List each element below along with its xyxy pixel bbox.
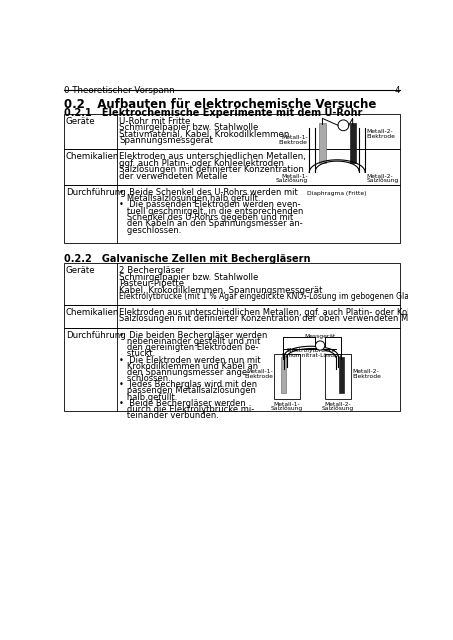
Circle shape [338, 120, 349, 131]
Text: 0.2   Aufbauten für elektrochemische Versuche: 0.2 Aufbauten für elektrochemische Versu… [64, 99, 377, 111]
Text: durch die Elektrolytbrücke mi-: durch die Elektrolytbrücke mi- [120, 405, 255, 414]
Text: Elektrode: Elektrode [244, 374, 273, 379]
Text: Salzlösung: Salzlösung [322, 406, 354, 412]
Text: 0 Theoretischer Vorspann: 0 Theoretischer Vorspann [64, 86, 175, 95]
Text: Chemikalien: Chemikalien [66, 308, 119, 317]
Text: U-Rohr mit Fritte: U-Rohr mit Fritte [120, 117, 191, 126]
Text: Kaliumnitrat-Lösung: Kaliumnitrat-Lösung [281, 353, 342, 358]
Text: Metall-1-: Metall-1- [274, 402, 300, 407]
Text: Elektrolytbrücke: Elektrolytbrücke [287, 348, 336, 353]
Text: Elektrode: Elektrode [279, 140, 308, 145]
Text: Messgerät: Messgerät [304, 334, 336, 339]
Text: Salzlösung: Salzlösung [275, 179, 308, 184]
Text: Geräte: Geräte [66, 117, 96, 126]
Text: Elektroden aus unterschiedlichen Metallen, ggf. auch Platin- oder Kohleelektrode: Elektroden aus unterschiedlichen Metalle… [120, 308, 453, 317]
Text: Chemikalien: Chemikalien [66, 152, 119, 161]
Text: halb gefüllt.: halb gefüllt. [120, 392, 178, 401]
Text: 2 Bechergläser: 2 Bechergläser [120, 266, 184, 275]
Text: •  Beide Schenkel des U-Rohrs werden mit: • Beide Schenkel des U-Rohrs werden mit [120, 188, 298, 196]
Text: Metall-2-: Metall-2- [366, 174, 393, 179]
Bar [64, 328, 400, 411]
Bar [64, 184, 400, 243]
Text: 4: 4 [395, 86, 400, 95]
Text: Salzlösungen mit definierter Konzentration: Salzlösungen mit definierter Konzentrati… [120, 165, 304, 174]
Text: Salzlösung: Salzlösung [366, 179, 399, 184]
Text: Elektrolytbrücke (mit 1 % Agar eingedickte KNO₃-Lösung im gebogenen Glasrohr): Elektrolytbrücke (mit 1 % Agar eingedick… [120, 292, 432, 301]
Text: Schmirgelpapier bzw. Stahlwolle: Schmirgelpapier bzw. Stahlwolle [120, 273, 259, 282]
Text: •  Beide Bechergläser werden: • Beide Bechergläser werden [120, 399, 246, 408]
Text: nebeneinander gestellt und mit: nebeneinander gestellt und mit [120, 337, 261, 346]
Text: Diaphragma (Fritte): Diaphragma (Fritte) [308, 191, 367, 196]
Text: 0.2.2   Galvanische Zellen mit Bechergläsern: 0.2.2 Galvanische Zellen mit Bechergläse… [64, 254, 311, 264]
Text: Metall-2-: Metall-2- [325, 402, 351, 407]
Text: den gereinigten Elektroden be-: den gereinigten Elektroden be- [120, 343, 259, 352]
Text: Spannungsmessgerät: Spannungsmessgerät [120, 136, 213, 145]
Text: der verwendeten Metalle: der verwendeten Metalle [120, 172, 228, 181]
Bar [339, 357, 344, 392]
Text: Salzlösungen mit definierter Konzentration der oben verwendeten Metalle: Salzlösungen mit definierter Konzentrati… [120, 314, 432, 323]
Text: passenden Metallsalzlösungen: passenden Metallsalzlösungen [120, 387, 256, 396]
Text: Metall-2-: Metall-2- [366, 129, 393, 134]
Text: Schmirgelpapier bzw. Stahlwolle: Schmirgelpapier bzw. Stahlwolle [120, 124, 259, 132]
Text: Durchführung: Durchführung [66, 188, 125, 196]
Text: Durchführung: Durchführung [66, 331, 125, 340]
Bar [280, 357, 286, 392]
Text: •  Die beiden Bechergläser werden: • Die beiden Bechergläser werden [120, 331, 268, 340]
Text: tuell geschmirgelt, in die entsprechenden: tuell geschmirgelt, in die entsprechende… [120, 207, 304, 216]
Text: Pasteur-Pipette: Pasteur-Pipette [120, 279, 184, 288]
Text: Stativmaterial, Kabel, Krokodilklemmen: Stativmaterial, Kabel, Krokodilklemmen [120, 130, 290, 139]
Text: Schenkel des U-Rohrs gegeben und mit: Schenkel des U-Rohrs gegeben und mit [120, 213, 294, 222]
Text: den Spannungsmesser ange-: den Spannungsmesser ange- [120, 368, 251, 377]
Text: Krokodilklemmen und Kabel an: Krokodilklemmen und Kabel an [120, 362, 259, 371]
Text: Metall-2-: Metall-2- [352, 369, 379, 374]
Text: Metallsalzlösungen halb gefüllt.: Metallsalzlösungen halb gefüllt. [120, 194, 261, 203]
Text: V: V [341, 124, 346, 129]
Bar [274, 354, 300, 399]
Bar [325, 354, 351, 399]
Text: Metall-1-: Metall-1- [246, 369, 273, 374]
Bar [350, 123, 356, 163]
Text: teinander verbunden.: teinander verbunden. [120, 411, 219, 420]
Text: stückt.: stückt. [120, 349, 156, 358]
Bar [319, 123, 326, 163]
Text: Kabel, Krokodilklemmen, Spannungsmessgerät: Kabel, Krokodilklemmen, Spannungsmessger… [120, 286, 323, 295]
Text: •  Die Elektroden werden nun mit: • Die Elektroden werden nun mit [120, 356, 261, 365]
Text: 0.2.1   Elektrochemische Experimente mit dem U-Rohr: 0.2.1 Elektrochemische Experimente mit d… [64, 108, 363, 118]
Text: Geräte: Geräte [66, 266, 96, 275]
Text: •  Die passenden Elektroden werden even-: • Die passenden Elektroden werden even- [120, 200, 301, 209]
Text: Metall-1-: Metall-1- [281, 135, 308, 140]
Text: ggf. auch Platin- oder Kohleelektroden: ggf. auch Platin- oder Kohleelektroden [120, 159, 284, 168]
Bar [64, 263, 400, 305]
Bar [64, 114, 400, 149]
Text: V: V [318, 343, 322, 348]
Text: schlossen.: schlossen. [120, 374, 171, 383]
Bar [64, 149, 400, 184]
Text: den Kabeln an den Spannungsmesser an-: den Kabeln an den Spannungsmesser an- [120, 220, 303, 228]
Text: Elektroden aus unterschiedlichen Metallen,: Elektroden aus unterschiedlichen Metalle… [120, 152, 306, 161]
Text: Elektrode: Elektrode [352, 374, 381, 379]
Text: Salzlösung: Salzlösung [271, 406, 303, 412]
Text: •  Jedes Becherglas wird mit den: • Jedes Becherglas wird mit den [120, 380, 257, 389]
Bar [64, 305, 400, 328]
Text: Metall-1-: Metall-1- [281, 174, 308, 179]
Circle shape [315, 341, 325, 350]
Text: geschlossen.: geschlossen. [120, 225, 182, 235]
Text: Elektrode: Elektrode [366, 134, 395, 139]
